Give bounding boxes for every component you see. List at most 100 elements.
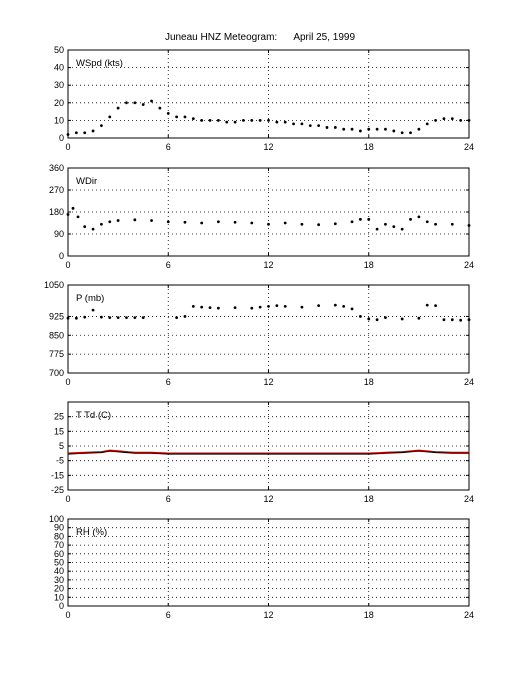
data-point (108, 115, 112, 119)
data-point (91, 227, 95, 231)
data-point (467, 318, 471, 322)
data-point (91, 129, 95, 133)
data-point (208, 306, 212, 310)
data-point (467, 224, 471, 227)
data-point (367, 127, 371, 131)
panel-label: P (mb) (76, 293, 104, 304)
data-point (150, 219, 153, 222)
x-tick-label: 12 (263, 260, 273, 270)
panel-1: 0 6 12 18 24 0 10 20 30 40 50 WSpd (kts) (54, 45, 474, 152)
data-point (308, 124, 312, 128)
y-tick-label: 60 (54, 549, 64, 559)
data-point (392, 129, 396, 133)
data-point (158, 106, 162, 110)
data-point (442, 318, 446, 322)
data-point (300, 222, 304, 226)
data-point (442, 117, 446, 121)
data-point (467, 119, 471, 122)
x-tick-label: 12 (263, 377, 273, 387)
data-point (74, 131, 78, 135)
data-point (250, 221, 254, 225)
data-point (375, 227, 379, 231)
y-tick-label: 5 (59, 441, 64, 451)
x-tick-label: 12 (263, 142, 273, 152)
panel-4: 0 6 12 18 24 -25 -15 -5 5 15 25 T Td (C) (51, 401, 474, 504)
data-point (200, 119, 204, 122)
data-point (358, 217, 362, 221)
data-point (66, 316, 70, 320)
x-tick-label: 12 (263, 494, 273, 504)
x-tick-label: 24 (464, 260, 474, 270)
data-point (317, 124, 321, 128)
x-tick-label: 0 (65, 142, 70, 152)
data-point (233, 120, 237, 124)
y-tick-label: 270 (49, 185, 64, 195)
data-point (208, 119, 212, 122)
data-point (83, 131, 87, 135)
data-point (150, 99, 153, 103)
data-point (250, 119, 254, 122)
x-tick-label: 6 (166, 494, 171, 504)
data-point (216, 220, 220, 224)
data-point (375, 127, 379, 131)
x-tick-label: 18 (364, 494, 374, 504)
y-tick-label: 0 (59, 133, 64, 143)
x-tick-label: 18 (364, 610, 374, 620)
data-point (242, 119, 245, 122)
data-point (358, 129, 362, 133)
data-point (100, 315, 103, 319)
data-point (125, 316, 128, 320)
data-point (367, 317, 371, 321)
y-tick-label: 30 (54, 575, 64, 585)
panel-2: 0 6 12 18 24 0 90 180 270 360 WDir (49, 163, 474, 270)
data-point (275, 120, 279, 124)
y-tick-label: 700 (49, 368, 64, 378)
y-tick-label: 775 (49, 349, 64, 359)
data-point (342, 127, 346, 131)
data-point (392, 225, 396, 229)
y-tick-label: 15 (54, 426, 64, 436)
data-point (66, 133, 70, 136)
data-point (459, 119, 463, 122)
y-tick-label: 50 (54, 558, 64, 568)
y-tick-label: 10 (54, 115, 64, 125)
data-point (358, 315, 362, 318)
data-point (325, 126, 329, 129)
series-line-2 (67, 450, 469, 455)
y-tick-label: 80 (54, 531, 64, 541)
page-title: Juneau HNZ Meteogram: April 25, 1999 (164, 32, 356, 43)
data-point (350, 307, 354, 311)
panel-label: T Td (C) (76, 410, 111, 421)
panel-label: WSpd (kts) (76, 58, 123, 69)
series-line-1 (67, 449, 469, 455)
x-tick-label: 0 (65, 494, 70, 504)
data-point (267, 119, 270, 122)
data-point (459, 318, 463, 322)
data-point (166, 111, 170, 115)
y-tick-label: 180 (49, 207, 64, 217)
data-point (300, 122, 304, 126)
x-tick-label: 6 (166, 142, 171, 152)
data-point (317, 223, 321, 227)
data-point (116, 106, 120, 110)
data-point (74, 316, 78, 320)
y-tick-label: 925 (49, 311, 64, 321)
data-point (141, 103, 145, 106)
data-point (191, 117, 195, 121)
data-point (233, 306, 237, 310)
data-point (434, 222, 437, 226)
y-tick-label: 20 (54, 584, 64, 594)
data-point (300, 305, 304, 309)
y-tick-label: -5 (56, 456, 64, 466)
x-tick-label: 24 (464, 142, 474, 152)
data-point (384, 222, 387, 226)
data-point (191, 304, 195, 308)
data-point (258, 119, 262, 122)
data-point (434, 119, 437, 122)
panel-3: 0 6 12 18 24 700 775 850 925 1050 P (mb) (44, 280, 474, 387)
x-tick-label: 6 (166, 377, 171, 387)
y-tick-label: -15 (51, 470, 64, 480)
data-point (216, 119, 220, 122)
data-point (342, 304, 346, 308)
